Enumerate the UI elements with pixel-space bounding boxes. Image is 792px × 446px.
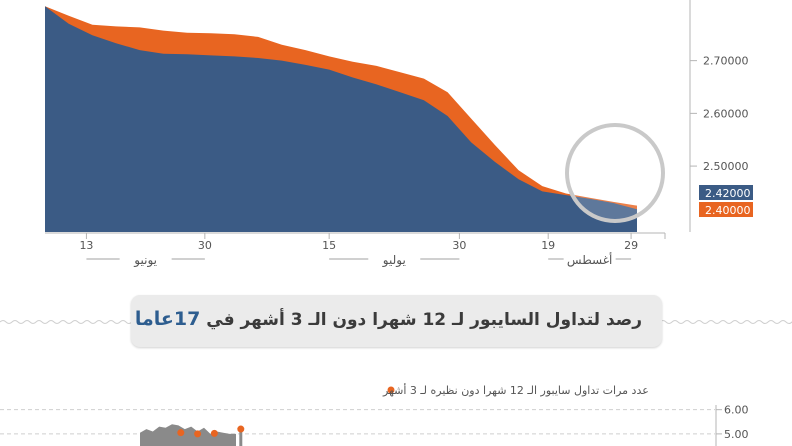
count-area <box>140 424 236 446</box>
x-tick-label: 19 <box>541 239 555 252</box>
marker-dot <box>177 429 185 437</box>
x-tick-label: 15 <box>322 239 336 252</box>
marker-dot <box>194 430 202 438</box>
month-label: يونيو <box>133 253 157 268</box>
x-tick-label: 30 <box>198 239 212 252</box>
headline-text: رصد لتداول السايبور لـ 12 شهرا دون الـ 3… <box>131 308 642 330</box>
count-area-chart: عدد مرات تداول سايبور الـ 12 شهرا دون نظ… <box>0 383 749 446</box>
series-area-1 <box>45 6 637 232</box>
month-label: يوليو <box>382 253 406 268</box>
legend-dot <box>387 386 395 394</box>
headline-main: رصد لتداول السايبور لـ 12 شهرا دون الـ 3… <box>200 310 642 330</box>
saibor-area-chart: 2.70000 2.60000 2.50000 2.42000 2.40000 13 30 1… <box>45 0 753 268</box>
end-label: 2.40000 <box>705 204 751 217</box>
magnifier-circle <box>565 123 665 223</box>
month-label-bg <box>368 251 421 267</box>
y-tick-label: 6.00 <box>724 404 749 417</box>
headline-banner: رصد لتداول السايبور لـ 12 شهرا دون الـ 3… <box>131 295 662 347</box>
month-label-bg <box>563 251 616 267</box>
month-label: أغسطس <box>567 252 612 268</box>
x-tick-label: 13 <box>79 239 93 252</box>
legend-label: عدد مرات تداول سايبور الـ 12 شهرا دون نظ… <box>382 383 649 397</box>
y-tick-label: 5.00 <box>724 428 749 441</box>
x-tick-label: 29 <box>624 239 638 252</box>
marker-dot <box>237 425 245 433</box>
headline-highlight: 17عاما <box>134 308 201 330</box>
y-tick-label: 2.70000 <box>703 55 749 68</box>
marker-dot <box>210 429 218 437</box>
y-tick-label: 2.60000 <box>703 107 749 120</box>
month-label-bg <box>119 251 172 267</box>
end-label-bg <box>699 185 753 200</box>
end-label-bg <box>699 202 753 217</box>
x-tick-label: 30 <box>452 239 466 252</box>
y-tick-label: 2.50000 <box>703 160 749 173</box>
end-label: 2.42000 <box>705 187 751 200</box>
